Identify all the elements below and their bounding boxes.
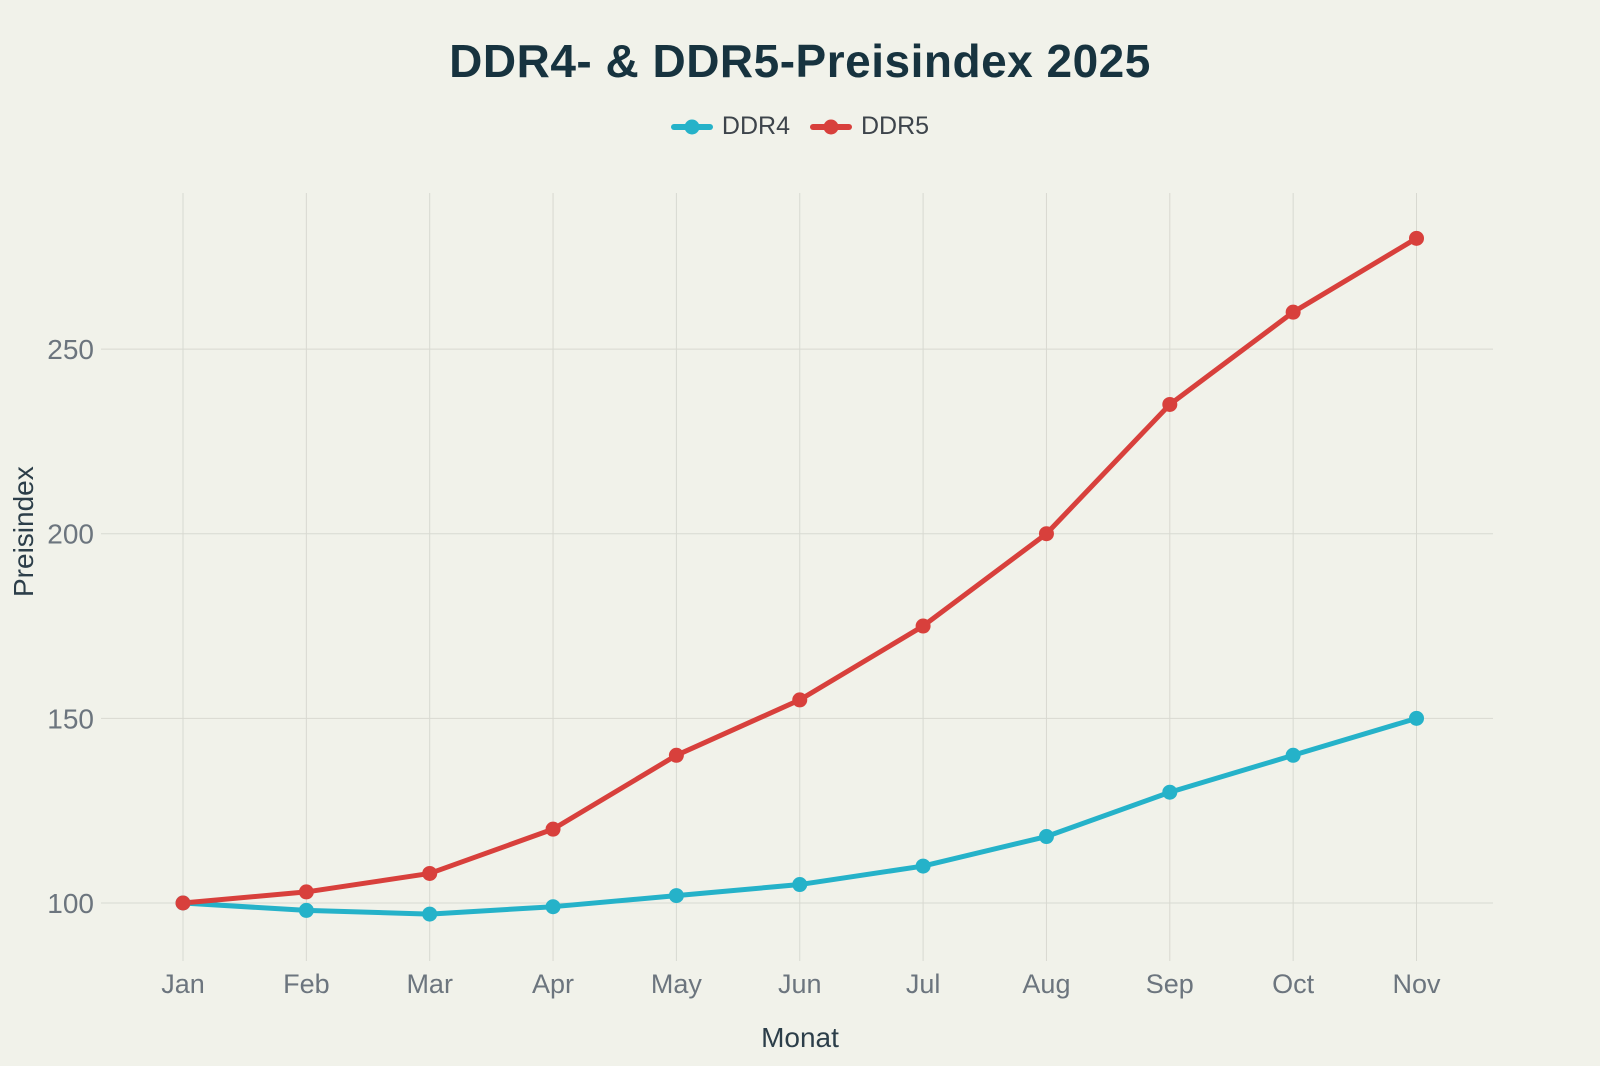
legend-dot-ddr5-icon [823, 119, 839, 134]
data-point-ddr5 [792, 692, 808, 708]
legend-item-ddr5[interactable]: DDR5 [810, 112, 929, 141]
x-tick-label: Jan [161, 969, 205, 999]
x-tick-labels: Jan Feb Mar Apr May Jun Jul Aug Sep Oct Nov [161, 969, 1441, 999]
data-point-ddr4 [1038, 829, 1054, 845]
y-tick-label: 100 [47, 888, 94, 919]
data-point-ddr4 [422, 906, 438, 922]
x-tick-label: Jun [778, 969, 822, 999]
chart-title: DDR4- & DDR5-Preisindex 2025 [449, 35, 1151, 87]
x-tick-label: Apr [532, 969, 574, 999]
legend-label-ddr5: DDR5 [861, 112, 930, 140]
data-point-ddr5 [1409, 230, 1424, 246]
data-point-ddr5 [915, 618, 931, 634]
series-lines [175, 230, 1424, 922]
gridlines-horizontal [101, 348, 1493, 904]
x-tick-label: Feb [283, 969, 330, 999]
data-point-ddr4 [915, 858, 931, 874]
y-tick-label: 200 [47, 519, 94, 550]
legend-swatch-ddr4-icon [670, 119, 713, 134]
data-point-ddr5 [668, 747, 684, 763]
x-tick-label: Sep [1146, 969, 1194, 999]
y-tick-label: 250 [47, 334, 94, 365]
data-point-ddr4 [792, 877, 808, 893]
data-point-ddr4 [1285, 747, 1301, 763]
data-point-ddr5 [1038, 526, 1054, 542]
data-point-ddr5 [545, 821, 561, 837]
x-tick-label: Mar [406, 969, 453, 999]
legend-item-ddr4[interactable]: DDR4 [670, 112, 790, 141]
data-point-ddr4 [545, 899, 561, 915]
data-point-ddr5 [422, 865, 438, 881]
gridlines-vertical [182, 193, 1417, 961]
y-tick-label: 150 [47, 703, 94, 734]
data-point-ddr4 [298, 902, 314, 918]
legend-dot-ddr4-icon [684, 119, 700, 134]
data-point-ddr4 [668, 888, 684, 904]
x-tick-label: Nov [1392, 969, 1441, 999]
data-point-ddr4 [1409, 710, 1424, 726]
data-point-ddr5 [1285, 304, 1301, 320]
data-point-ddr5 [175, 895, 191, 911]
legend-swatch-ddr5-icon [810, 119, 852, 134]
data-point-ddr5 [298, 884, 314, 900]
y-tick-labels: 100 150 200 250 [47, 334, 94, 919]
data-point-ddr5 [1162, 396, 1178, 412]
x-tick-label: Jul [906, 969, 941, 999]
legend-label-ddr4: DDR4 [721, 112, 790, 140]
x-tick-label: Aug [1022, 969, 1070, 999]
x-tick-label: Oct [1272, 969, 1315, 999]
data-point-ddr4 [1162, 784, 1178, 800]
legend: DDR4 DDR5 [0, 112, 1600, 141]
x-tick-label: May [651, 969, 703, 999]
x-axis-title: Monat [761, 1022, 839, 1053]
